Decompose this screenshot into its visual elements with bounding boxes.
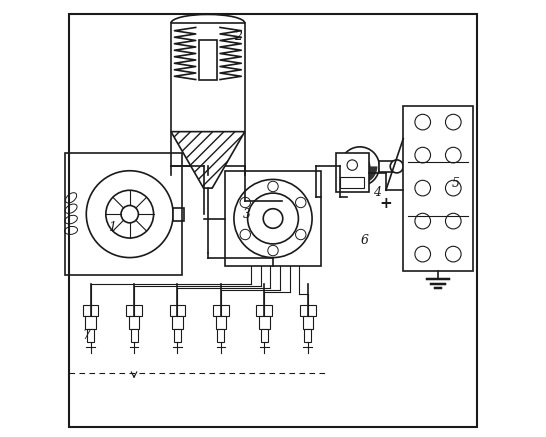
Circle shape: [340, 147, 379, 186]
Ellipse shape: [65, 204, 77, 213]
Bar: [130, 329, 138, 342]
Circle shape: [446, 213, 461, 229]
Circle shape: [415, 246, 431, 262]
Bar: [403, 106, 473, 271]
Circle shape: [268, 245, 278, 256]
Bar: [64, 153, 182, 275]
Circle shape: [234, 180, 312, 257]
Bar: [129, 316, 139, 329]
Bar: [171, 23, 245, 166]
Text: 3: 3: [243, 208, 251, 221]
Bar: [126, 305, 142, 316]
Text: 7: 7: [82, 329, 90, 342]
Circle shape: [263, 209, 283, 228]
Text: +: +: [379, 196, 392, 211]
Circle shape: [247, 193, 299, 244]
Bar: [336, 153, 369, 192]
Circle shape: [415, 180, 431, 196]
Circle shape: [121, 205, 138, 223]
Circle shape: [415, 213, 431, 229]
Circle shape: [446, 180, 461, 196]
Circle shape: [268, 181, 278, 192]
Bar: [225, 171, 321, 266]
Circle shape: [390, 160, 403, 173]
Bar: [85, 316, 96, 329]
Circle shape: [86, 171, 173, 257]
Circle shape: [446, 246, 461, 262]
Circle shape: [347, 160, 358, 170]
Bar: [172, 316, 183, 329]
Bar: [379, 161, 395, 172]
Bar: [216, 316, 226, 329]
Circle shape: [106, 190, 153, 238]
Text: 6: 6: [360, 234, 368, 247]
Circle shape: [446, 147, 461, 163]
Bar: [259, 316, 270, 329]
Bar: [257, 305, 272, 316]
Wedge shape: [342, 166, 377, 184]
Bar: [174, 329, 181, 342]
Ellipse shape: [66, 193, 76, 203]
Ellipse shape: [64, 226, 78, 234]
Bar: [302, 316, 313, 329]
Bar: [83, 305, 98, 316]
Bar: [300, 305, 316, 316]
Circle shape: [295, 229, 306, 240]
Bar: [213, 305, 229, 316]
Text: 4: 4: [373, 186, 381, 199]
Circle shape: [415, 147, 431, 163]
Circle shape: [350, 156, 370, 176]
Bar: [340, 177, 364, 188]
Bar: [173, 208, 184, 221]
Bar: [261, 329, 268, 342]
Bar: [170, 305, 185, 316]
Polygon shape: [171, 132, 245, 188]
Text: 5: 5: [452, 177, 459, 190]
Text: 1: 1: [108, 221, 116, 234]
Bar: [304, 329, 311, 342]
Circle shape: [295, 197, 306, 208]
Ellipse shape: [65, 215, 78, 224]
Circle shape: [240, 229, 251, 240]
Circle shape: [415, 114, 431, 130]
Text: 2: 2: [234, 30, 242, 43]
Bar: [217, 329, 224, 342]
Circle shape: [446, 114, 461, 130]
Circle shape: [240, 197, 251, 208]
Bar: [87, 329, 94, 342]
Bar: [199, 41, 217, 80]
